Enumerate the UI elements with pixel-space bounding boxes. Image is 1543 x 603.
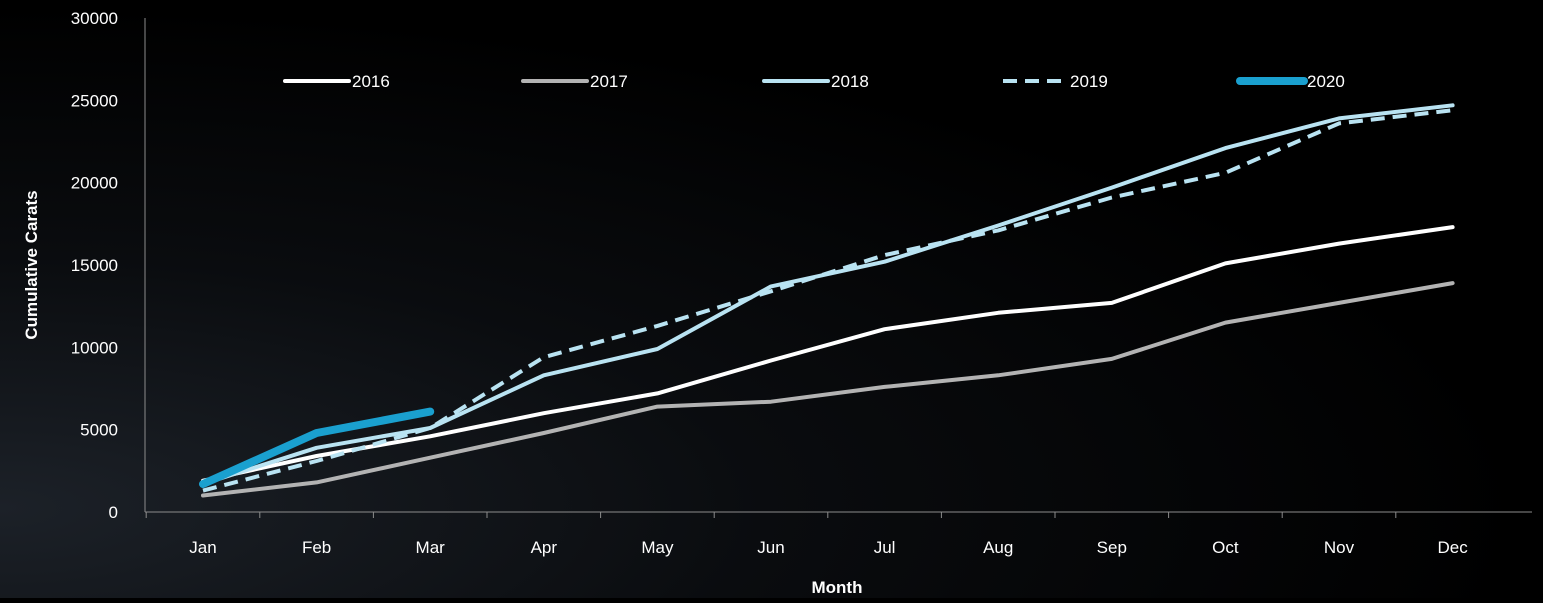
x-tick-label: Jun — [757, 538, 784, 557]
legend-label-2016: 2016 — [352, 72, 390, 91]
legend-item-2019: 2019 — [1003, 72, 1108, 91]
legend-label-2018: 2018 — [831, 72, 869, 91]
x-tick-label: Jan — [189, 538, 216, 557]
x-tick-label: May — [641, 538, 674, 557]
x-tick-label: Apr — [531, 538, 558, 557]
series-line-2016 — [201, 225, 1455, 483]
x-tick-label: Jul — [874, 538, 896, 557]
legend-item-2017: 2017 — [521, 72, 628, 91]
legend-label-2020: 2020 — [1307, 72, 1345, 91]
series-line-2020 — [199, 407, 435, 488]
y-tick-label: 15000 — [71, 256, 118, 275]
y-tick-label: 20000 — [71, 174, 118, 193]
legend-item-2020: 2020 — [1236, 72, 1345, 91]
x-tick-label: Feb — [302, 538, 331, 557]
x-tick-label: Aug — [983, 538, 1013, 557]
axes: 0 5000 10000 15000 20000 25000 30000 Jan Feb Mar A… — [71, 9, 1532, 557]
y-tick-label: 10000 — [71, 338, 118, 357]
y-axis-title: Cumulative Carats — [22, 190, 41, 339]
series-line-2017 — [201, 281, 1455, 498]
legend-label-2019: 2019 — [1070, 72, 1108, 91]
y-tick-label: 0 — [109, 503, 118, 522]
x-tick-label: Sep — [1097, 538, 1127, 557]
series-line-2018 — [201, 103, 1455, 486]
x-tick-label: Oct — [1212, 538, 1239, 557]
x-tick-label: Nov — [1324, 538, 1355, 557]
x-tick-label: Dec — [1437, 538, 1468, 557]
x-axis-title: Month — [812, 578, 863, 597]
x-tick-label: Mar — [416, 538, 446, 557]
series-lines — [199, 103, 1455, 498]
series-line-2019 — [202, 108, 1453, 493]
y-tick-label: 5000 — [80, 421, 118, 440]
y-tick-label: 30000 — [71, 9, 118, 28]
legend-item-2018: 2018 — [762, 72, 869, 91]
legend: 2016 2017 2018 2019 2020 — [283, 72, 1345, 91]
legend-item-2016: 2016 — [283, 72, 390, 91]
legend-label-2017: 2017 — [590, 72, 628, 91]
y-tick-label: 25000 — [71, 91, 118, 110]
